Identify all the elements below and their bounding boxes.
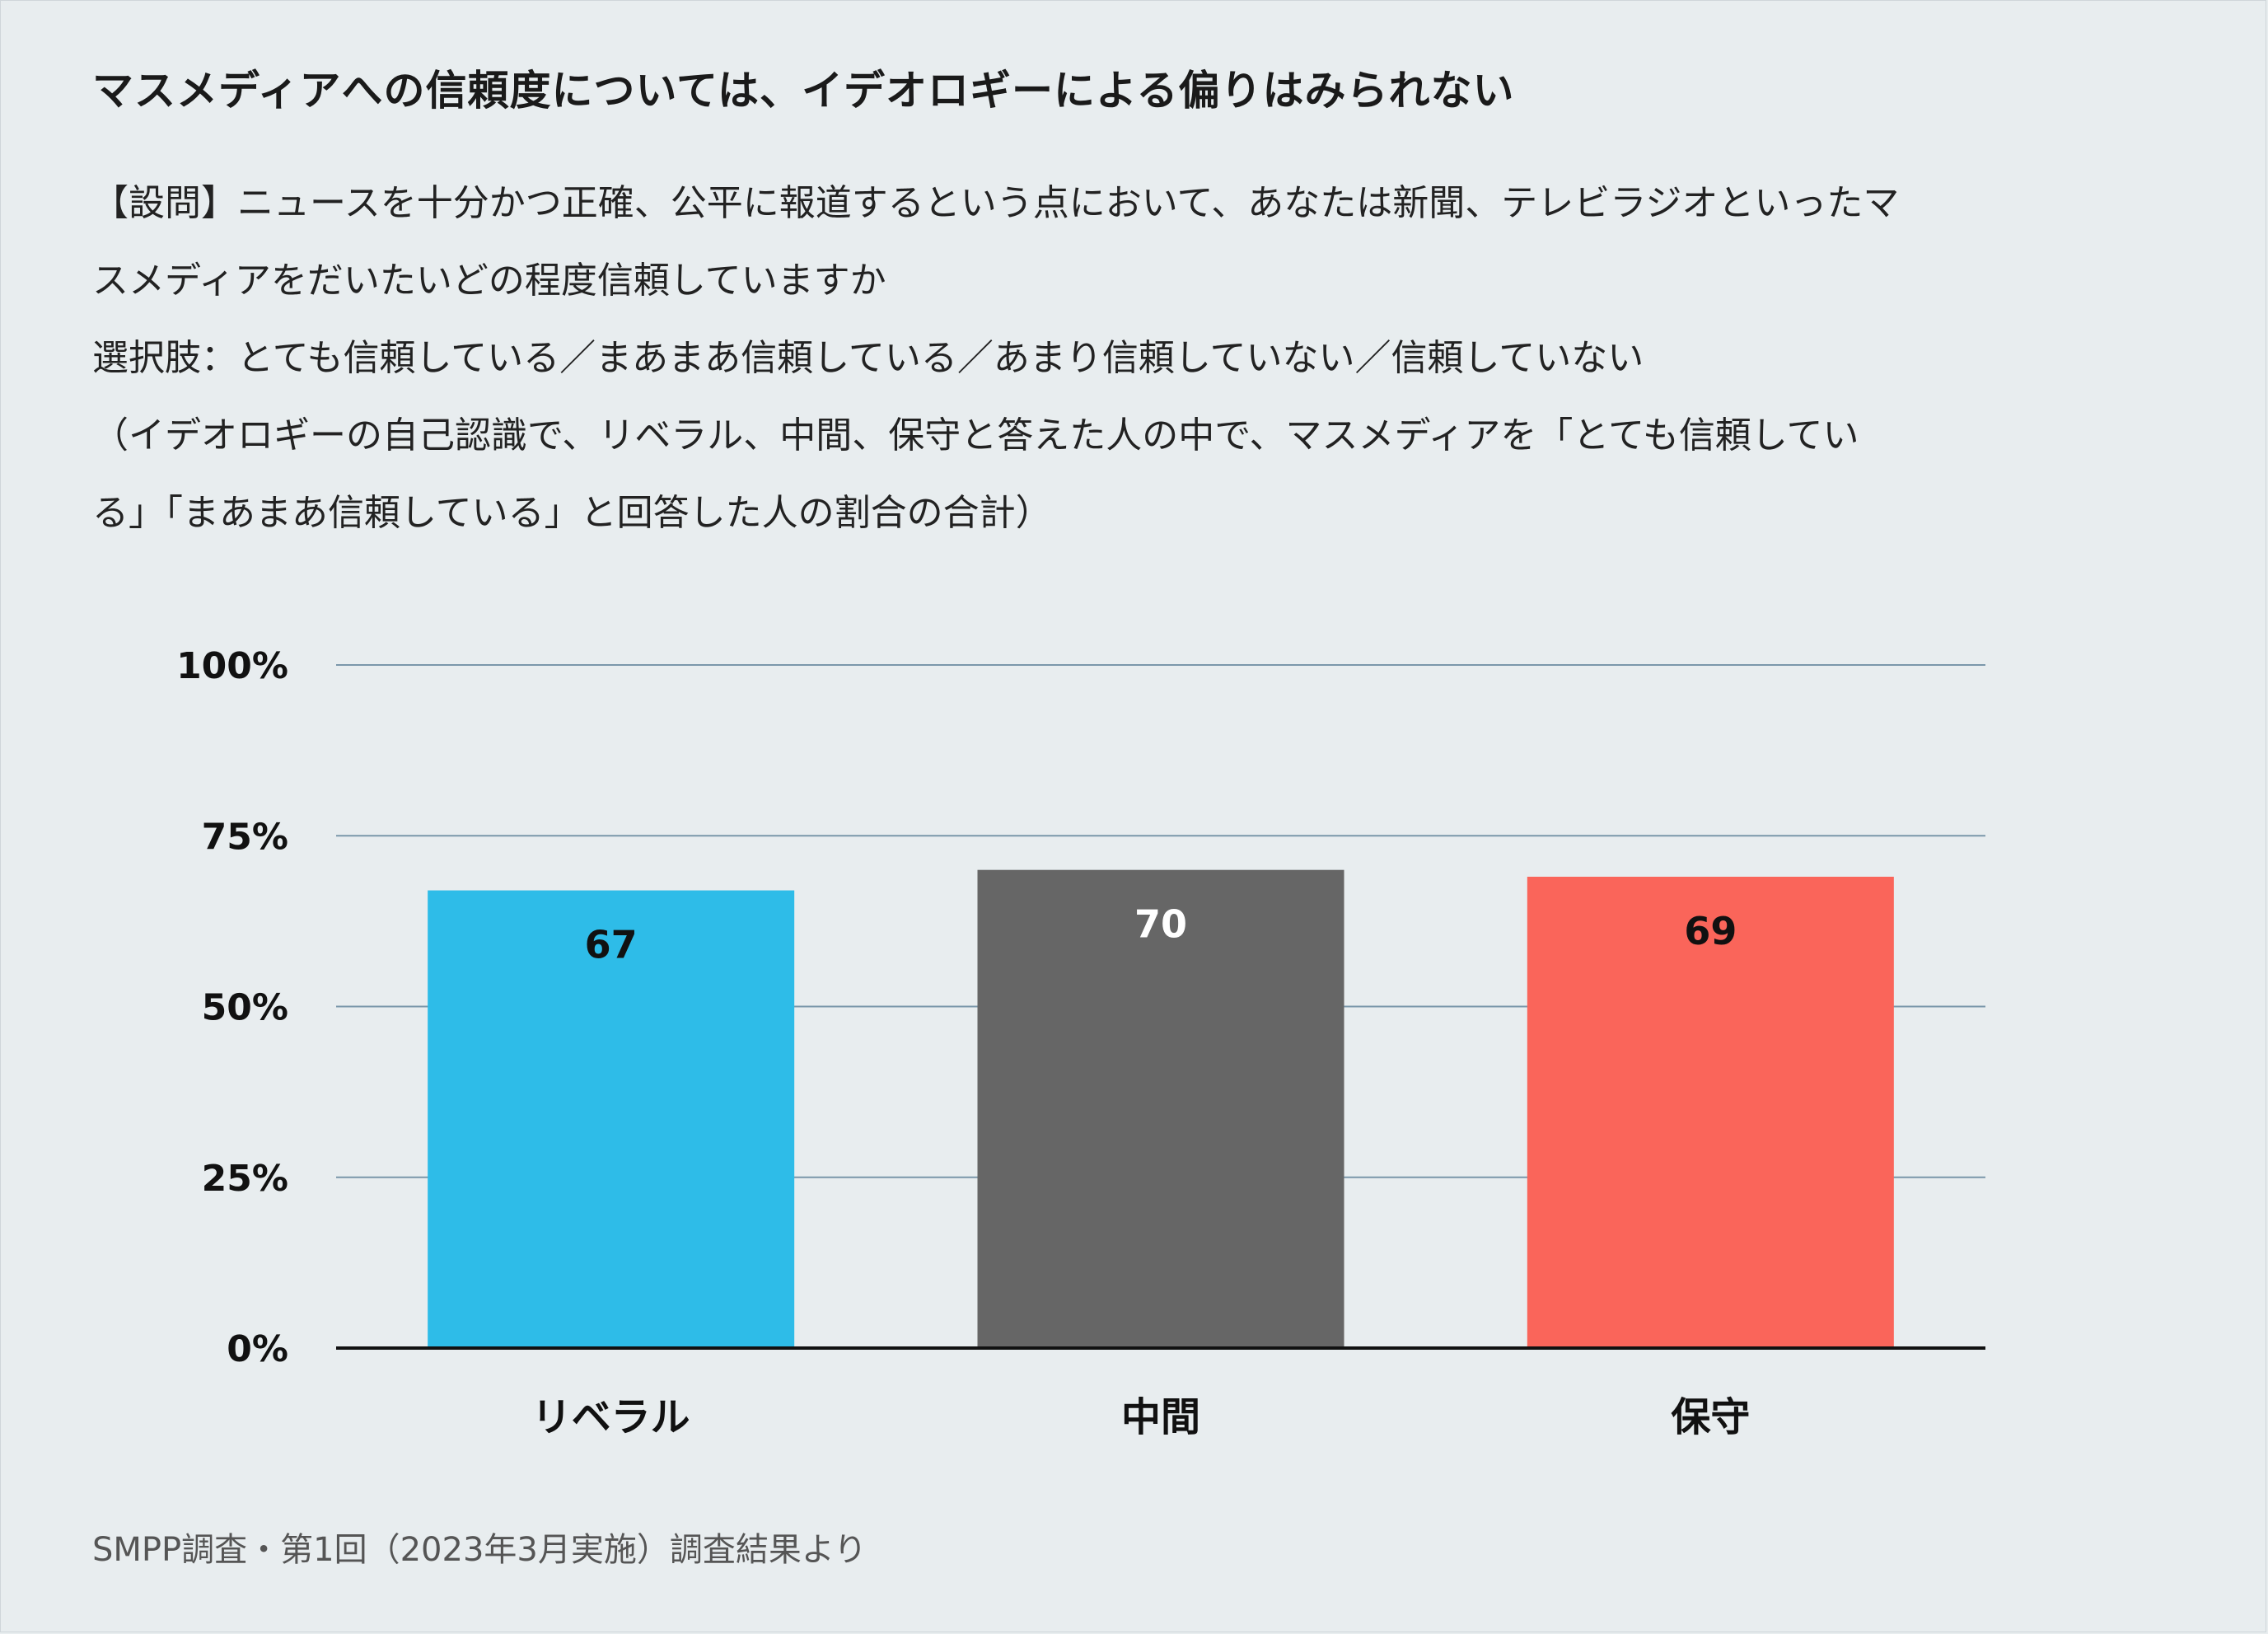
- y-tick-label: 25%: [202, 1158, 288, 1200]
- x-category-label: リベラル: [532, 1394, 690, 1440]
- question-line: る」「まあまあ信頼している」と回答した人の割合の合計）: [92, 492, 1052, 534]
- source-note: SMPP調査・第1回（2023年3月実施）調査結果より: [92, 1531, 867, 1569]
- bar-value-label: 67: [585, 923, 638, 967]
- y-tick-label: 50%: [202, 987, 288, 1029]
- bar: [1527, 876, 1894, 1348]
- question-line: 【設問】ニュースを十分かつ正確、公平に報道するという点において、あなたは新聞、テ…: [92, 182, 1900, 224]
- question-line: スメディアをだいたいどの程度信頼していますか: [92, 260, 886, 302]
- x-category-label: 保守: [1671, 1394, 1750, 1440]
- y-tick-label: 100%: [176, 645, 288, 687]
- chart-title: マスメディアへの信頼度については、イデオロギーによる偏りはみられない: [92, 67, 1515, 115]
- y-tick-label: 0%: [227, 1328, 288, 1370]
- bar: [428, 890, 795, 1348]
- bar-value-label: 69: [1684, 909, 1737, 953]
- question-text: 【設問】ニュースを十分かつ正確、公平に報道するという点において、あなたは新聞、テ…: [92, 165, 2201, 552]
- question-line: 選択肢：とても信頼している／まあまあ信頼している／あまり信頼していない／信頼して…: [92, 337, 1644, 379]
- x-category-label: 中間: [1121, 1394, 1200, 1440]
- question-line: （イデオロギーの自己認識で、リベラル、中間、保守と答えた人の中で、マスメディアを…: [92, 414, 1859, 456]
- bar-value-label: 70: [1134, 902, 1187, 947]
- bar: [977, 869, 1344, 1348]
- y-tick-label: 75%: [202, 816, 288, 858]
